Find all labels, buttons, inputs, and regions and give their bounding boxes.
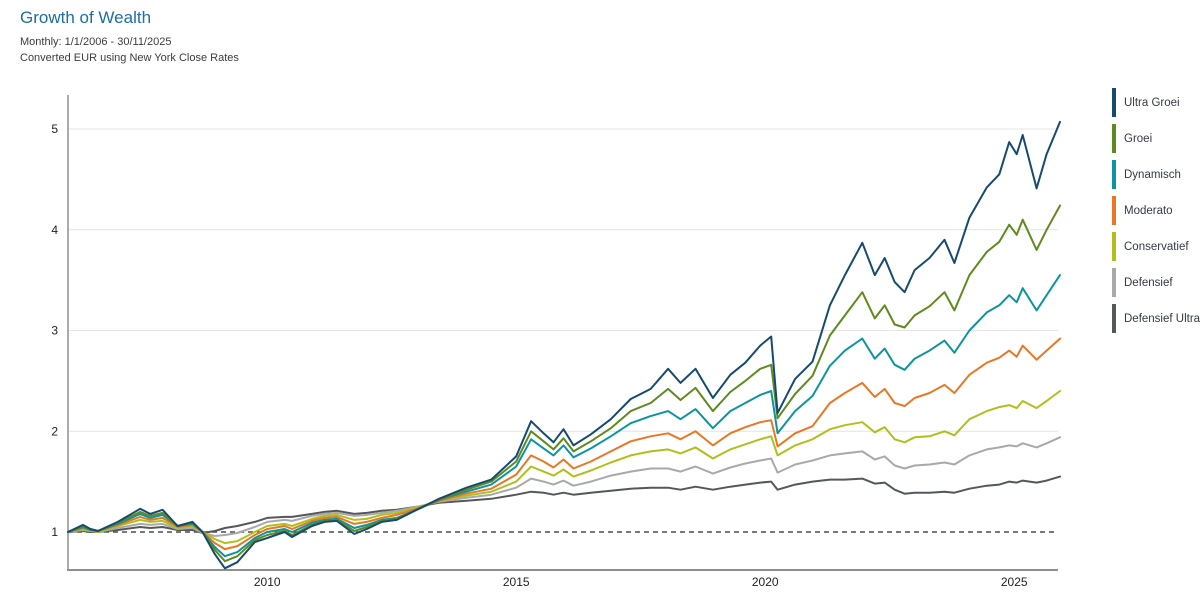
chart-title: Growth of Wealth — [20, 8, 152, 27]
legend-item-conservatief: Conservatief — [1112, 232, 1200, 261]
y-axis-tick-label-3: 3 — [51, 324, 58, 338]
legend-label-conservatief: Conservatief — [1124, 240, 1189, 253]
legend-label-defensief-ultra: Defensief Ultra — [1124, 312, 1200, 325]
legend-item-defensief-ultra: Defensief Ultra — [1112, 304, 1200, 333]
series-line-ultra-groei — [67, 120, 1061, 570]
legend-label-ultra-groei: Ultra Groei — [1124, 96, 1180, 109]
chart-subtitle-currency: Converted EUR using New York Close Rates — [20, 52, 239, 64]
y-axis-tick-label-5: 5 — [51, 122, 58, 136]
legend-swatch-defensief-ultra — [1112, 304, 1116, 333]
legend-swatch-dynamisch — [1112, 160, 1116, 189]
y-axis-tick-label-2: 2 — [51, 424, 58, 438]
legend-label-groei: Groei — [1124, 132, 1153, 145]
x-axis-tick-label-2010: 2010 — [254, 575, 281, 589]
legend-swatch-moderato — [1112, 196, 1116, 225]
x-axis-tick-label-2025: 2025 — [1001, 575, 1028, 589]
series-line-moderato — [67, 337, 1061, 551]
chart-subtitle-period: Monthly: 1/1/2006 - 30/11/2025 — [20, 36, 172, 48]
x-axis-tick-label-2020: 2020 — [752, 575, 779, 589]
legend-item-ultra-groei: Ultra Groei — [1112, 88, 1200, 117]
legend-item-groei: Groei — [1112, 124, 1200, 153]
legend-label-defensief: Defensief — [1124, 276, 1173, 289]
chart-header: Growth of Wealth Monthly: 1/1/2006 - 30/… — [20, 8, 239, 66]
series-line-defensief-ultra — [67, 475, 1061, 534]
series-line-defensief — [67, 436, 1061, 537]
y-axis-tick-label-1: 1 — [51, 525, 58, 539]
x-axis-tick-label-2015: 2015 — [503, 575, 530, 589]
legend-swatch-ultra-groei — [1112, 88, 1116, 117]
series-line-groei — [67, 204, 1061, 563]
chart-legend: Ultra Groei Groei Dynamisch Moderato Conserv… — [1112, 88, 1200, 333]
y-axis-tick-label-4: 4 — [51, 223, 58, 237]
series-line-dynamisch — [67, 274, 1061, 558]
legend-label-moderato: Moderato — [1124, 204, 1173, 217]
legend-item-defensief: Defensief — [1112, 268, 1200, 297]
legend-swatch-conservatief — [1112, 232, 1116, 261]
legend-item-moderato: Moderato — [1112, 196, 1200, 225]
legend-swatch-defensief — [1112, 268, 1116, 297]
series-line-conservatief — [67, 390, 1061, 545]
legend-label-dynamisch: Dynamisch — [1124, 168, 1181, 181]
legend-swatch-groei — [1112, 124, 1116, 153]
legend-item-dynamisch: Dynamisch — [1112, 160, 1200, 189]
